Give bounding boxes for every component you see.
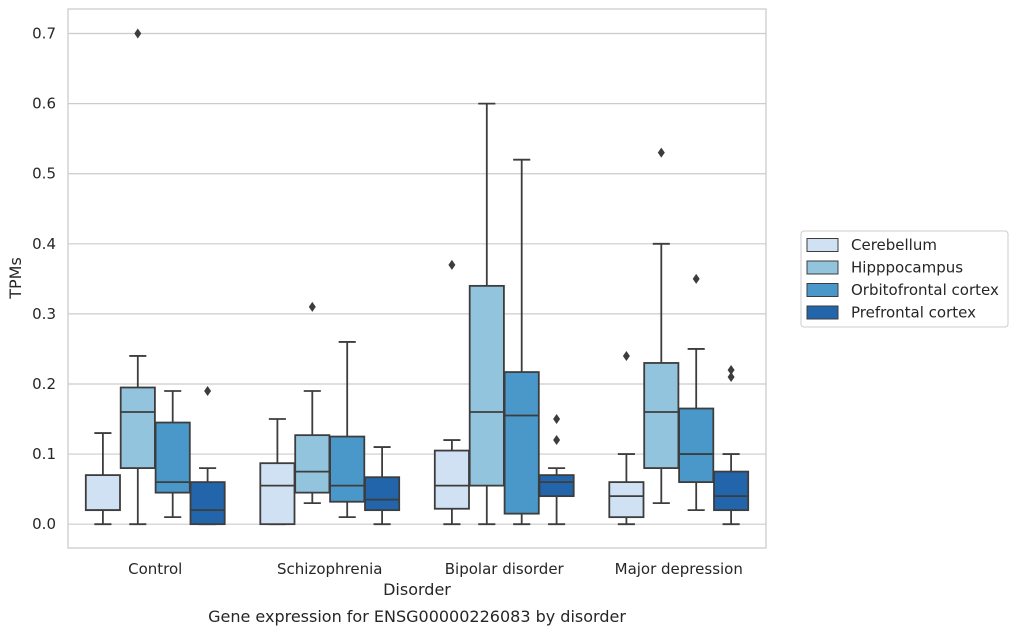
y-tick-label: 0.4 xyxy=(32,235,56,253)
box-prefrontal-cortex-control xyxy=(189,385,226,526)
outlier-point xyxy=(134,28,142,39)
outlier-point xyxy=(308,301,316,312)
box-iqr xyxy=(643,362,680,469)
box-iqr xyxy=(189,481,226,526)
box-orbitofrontal-cortex-bipolar-disorder xyxy=(503,158,540,526)
outlier-point xyxy=(204,385,212,396)
legend: Cerebellum Hipppocampus Orbitofrontal cort… xyxy=(800,230,1009,328)
box-iqr xyxy=(433,449,470,510)
outlier-point xyxy=(692,273,700,284)
x-tick-label: Major depression xyxy=(615,560,743,578)
box-iqr xyxy=(154,421,191,494)
box-series xyxy=(84,28,750,526)
box-iqr xyxy=(713,470,750,512)
x-axis-label: Disorder xyxy=(383,580,451,599)
y-tick-label: 0.0 xyxy=(32,515,56,533)
x-tick-label: Schizophrenia xyxy=(277,560,382,578)
y-tick-label: 0.1 xyxy=(32,445,56,463)
box-cerebellum-schizophrenia xyxy=(259,418,296,526)
box-iqr xyxy=(294,434,331,494)
box-orbitofrontal-cortex-schizophrenia xyxy=(329,341,366,519)
legend-swatch-orbitofrontal-cortex xyxy=(806,283,839,297)
outlier-point xyxy=(448,259,456,270)
y-tick-label: 0.5 xyxy=(32,165,56,183)
y-tick-labels: 0.0 0.1 0.2 0.3 0.4 0.5 0.6 0.7 xyxy=(32,25,56,534)
box-cerebellum-control xyxy=(84,432,121,526)
box-iqr xyxy=(678,407,715,484)
box-hipppocampus-control xyxy=(119,28,156,526)
box-hipppocampus-bipolar-disorder xyxy=(468,102,505,526)
y-tick-label: 0.6 xyxy=(32,95,56,113)
outlier-point xyxy=(553,435,561,446)
box-iqr xyxy=(119,386,156,469)
legend-label-cerebellum: Cerebellum xyxy=(851,236,937,254)
box-hipppocampus-major-depression xyxy=(643,147,680,505)
box-prefrontal-cortex-bipolar-disorder xyxy=(538,414,575,526)
legend-swatch-prefrontal-cortex xyxy=(806,305,839,320)
box-iqr xyxy=(538,474,575,498)
box-iqr xyxy=(468,284,505,487)
box-cerebellum-bipolar-disorder xyxy=(433,259,470,526)
box-iqr xyxy=(84,474,121,512)
outlier-point xyxy=(727,371,735,382)
box-hipppocampus-schizophrenia xyxy=(294,301,331,505)
box-orbitofrontal-cortex-major-depression xyxy=(678,273,715,512)
x-tick-labels: Control Schizophrenia Bipolar disorder Majo… xyxy=(128,560,743,578)
outlier-point xyxy=(657,147,665,158)
outlier-point xyxy=(622,350,630,361)
box-cerebellum-major-depression xyxy=(608,350,645,526)
y-tick-label: 0.7 xyxy=(32,25,56,43)
legend-label-hipppocampus: Hipppocampus xyxy=(851,259,963,277)
box-iqr xyxy=(364,476,401,512)
x-tick-label: Control xyxy=(128,560,182,578)
legend-frame xyxy=(800,230,1009,328)
box-iqr xyxy=(608,481,645,519)
y-tick-label: 0.2 xyxy=(32,375,56,393)
chart-caption: Gene expression for ENSG00000226083 by d… xyxy=(208,607,626,626)
legend-label-orbitofrontal-cortex: Orbitofrontal cortex xyxy=(851,281,999,299)
box-prefrontal-cortex-schizophrenia xyxy=(364,446,401,526)
box-iqr xyxy=(503,371,540,515)
box-orbitofrontal-cortex-control xyxy=(154,390,191,519)
x-tick-label: Bipolar disorder xyxy=(445,560,565,578)
box-prefrontal-cortex-major-depression xyxy=(713,364,750,526)
box-iqr xyxy=(329,435,366,503)
y-tick-label: 0.3 xyxy=(32,305,56,323)
outlier-point xyxy=(553,414,561,425)
legend-swatch-cerebellum xyxy=(806,238,839,252)
legend-swatch-hipppocampus xyxy=(806,260,839,275)
legend-label-prefrontal-cortex: Prefrontal cortex xyxy=(851,304,976,322)
plot-area-frame xyxy=(67,8,767,549)
box-iqr xyxy=(259,462,296,526)
y-axis-label: TPMs xyxy=(6,257,25,300)
outlier-point xyxy=(727,364,735,375)
